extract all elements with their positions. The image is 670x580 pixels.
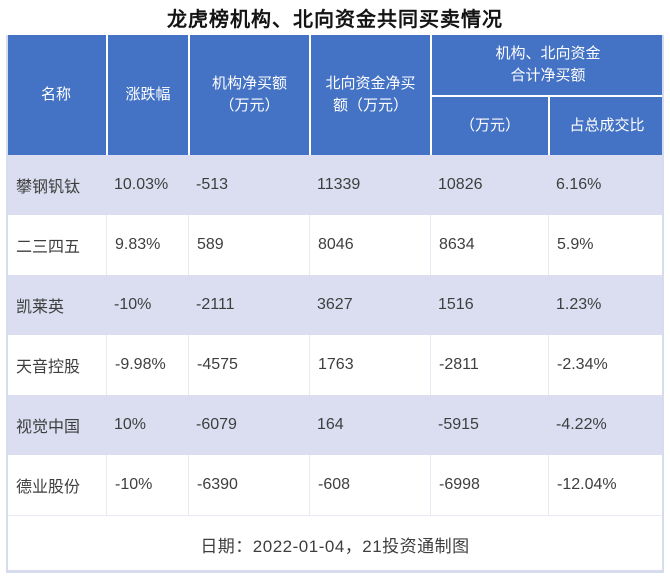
cell-combined-net-buy: 8634: [430, 215, 548, 275]
cell-turnover-ratio: 5.9%: [548, 215, 664, 275]
cell-north-net-buy: 3627: [317, 296, 353, 313]
table-row: 视觉中国 10% -6079 164 -5915 -4.22%: [6, 395, 664, 455]
table-row: 二三四五 9.83% 589 8046 8634 5.9%: [6, 215, 664, 275]
cell-stock-name: 攀钢钒钛: [16, 179, 81, 196]
header-north-net-buy: 北向资金净买 额（万元）: [309, 35, 430, 155]
cell-change-pct: -10%: [114, 296, 152, 313]
cell-combined-net-buy: -2811: [430, 335, 548, 395]
cell-turnover-ratio: -2.34%: [548, 335, 664, 395]
cell-change-pct: -9.98%: [106, 335, 188, 395]
header-combined-amount: （万元）: [430, 95, 548, 155]
table-footer: 日期：2022-01-04，21投资通制图: [6, 515, 664, 573]
table-row: 天音控股 -9.98% -4575 1763 -2811 -2.34%: [6, 335, 664, 395]
cell-stock-name: 凯莱英: [16, 299, 65, 316]
cell-north-net-buy: -608: [309, 455, 430, 515]
cell-north-net-buy: 11339: [317, 176, 361, 193]
cell-combined-net-buy: 1516: [438, 296, 474, 313]
cell-change-pct: 10.03%: [114, 176, 169, 193]
cell-inst-net-buy: -6390: [188, 455, 309, 515]
page-title: 龙虎榜机构、北向资金共同买卖情况: [167, 9, 503, 31]
cell-stock-name: 天音控股: [16, 359, 81, 376]
header-change-pct: 涨跌幅: [106, 35, 188, 155]
cell-inst-net-buy: -4575: [188, 335, 309, 395]
table-row: 德业股份 -10% -6390 -608 -6998 -12.04%: [6, 455, 664, 515]
cell-inst-net-buy: -6079: [196, 416, 237, 433]
cell-combined-net-buy: -6998: [430, 455, 548, 515]
cell-turnover-ratio: 6.16%: [556, 176, 602, 193]
cell-stock-name: 二三四五: [16, 239, 81, 256]
cell-turnover-ratio: 1.23%: [556, 296, 602, 313]
header-stock-name: 名称: [40, 86, 71, 103]
footer-date-source-text: 日期：2022-01-04，21投资通制图: [200, 537, 470, 556]
header-combined-net-buy: 机构、北向资金 合计净买额: [430, 35, 664, 95]
cell-inst-net-buy: 589: [188, 215, 309, 275]
cell-turnover-ratio: -12.04%: [548, 455, 664, 515]
table-row: 凯莱英 -10% -2111 3627 1516 1.23%: [6, 275, 664, 335]
cell-stock-name: 视觉中国: [16, 419, 81, 436]
cell-north-net-buy: 164: [317, 416, 344, 433]
table-row: 攀钢钒钛 10.03% -513 11339 10826 6.16%: [6, 155, 664, 215]
cell-inst-net-buy: -513: [196, 176, 229, 193]
cell-inst-net-buy: -2111: [196, 296, 235, 313]
cell-combined-net-buy: -5915: [438, 416, 479, 433]
cell-north-net-buy: 1763: [309, 335, 430, 395]
cell-turnover-ratio: -4.22%: [556, 416, 607, 433]
cell-combined-net-buy: 10826: [438, 176, 483, 193]
header-inst-net-buy: 机构净买额 （万元）: [188, 35, 309, 155]
cell-change-pct: -10%: [106, 455, 188, 515]
table-body: 攀钢钒钛 10.03% -513 11339 10826 6.16% 二三四五 …: [6, 155, 664, 515]
cell-change-pct: 9.83%: [106, 215, 188, 275]
stock-table: 名称 涨跌幅 机构净买额 （万元） 北向资金净买 额（万元） 机构、北向资金 合…: [6, 35, 664, 573]
cell-north-net-buy: 8046: [309, 215, 430, 275]
table-header: 名称 涨跌幅 机构净买额 （万元） 北向资金净买 额（万元） 机构、北向资金 合…: [6, 35, 664, 155]
cell-stock-name: 德业股份: [16, 479, 81, 496]
cell-change-pct: 10%: [114, 416, 147, 433]
header-turnover-ratio: 占总成交比: [548, 95, 664, 155]
